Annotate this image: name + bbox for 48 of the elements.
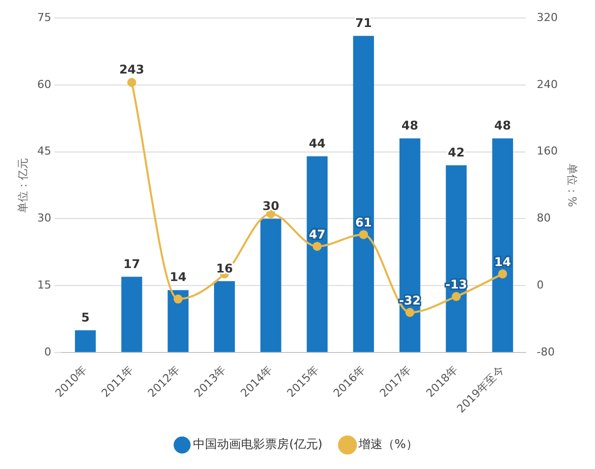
bar — [353, 36, 374, 352]
bar — [446, 165, 467, 352]
data-label: -13 — [445, 278, 468, 292]
y2-tick-label: 0 — [536, 278, 544, 292]
point — [312, 242, 322, 251]
bar — [121, 276, 142, 352]
data-label: 243 — [119, 62, 144, 77]
legend-label: 增速（%） — [357, 437, 418, 452]
point — [452, 292, 461, 301]
bar — [74, 330, 96, 352]
point — [127, 78, 136, 87]
legend-label: 中国动画电影票房(亿元) — [193, 437, 322, 452]
data-label: 5 — [81, 310, 90, 324]
bar — [306, 156, 328, 352]
y2-tick-label: 240 — [536, 78, 558, 91]
y2-tick-label: 320 — [536, 10, 558, 24]
data-label: 14 — [170, 270, 186, 284]
data-label: 30 — [262, 198, 280, 213]
y2-tick-label: -80 — [536, 345, 555, 358]
data-label: 61 — [355, 216, 372, 230]
data-label: 17 — [123, 256, 140, 271]
point — [359, 230, 368, 240]
y-tick-label: 30 — [37, 212, 52, 225]
y-tick-label: 0 — [44, 345, 52, 358]
data-label: 42 — [448, 145, 465, 160]
y-tick-label: 45 — [37, 144, 52, 158]
y-tick-label: 75 — [37, 10, 52, 24]
data-label: -32 — [399, 294, 421, 308]
point — [405, 308, 414, 317]
bar — [214, 281, 235, 352]
y2-tick-label: 80 — [536, 212, 551, 225]
data-label: 71 — [355, 16, 372, 30]
data-label: 48 — [494, 118, 511, 133]
y-tick-label: 60 — [37, 78, 52, 91]
y-axis-title: 单位：亿元 — [16, 158, 30, 213]
bar — [168, 290, 189, 352]
y-tick-label: 15 — [37, 278, 52, 292]
point — [174, 294, 183, 304]
y2-tick-label: 160 — [536, 144, 558, 158]
data-label: 48 — [402, 118, 418, 133]
data-label: 14 — [494, 255, 511, 270]
y2-axis-title: 单位：% — [566, 164, 579, 207]
bar — [260, 218, 282, 352]
bar — [399, 138, 420, 352]
point — [498, 269, 508, 278]
data-label: 47 — [308, 227, 326, 242]
data-label: 44 — [308, 136, 326, 150]
bar — [492, 138, 514, 352]
